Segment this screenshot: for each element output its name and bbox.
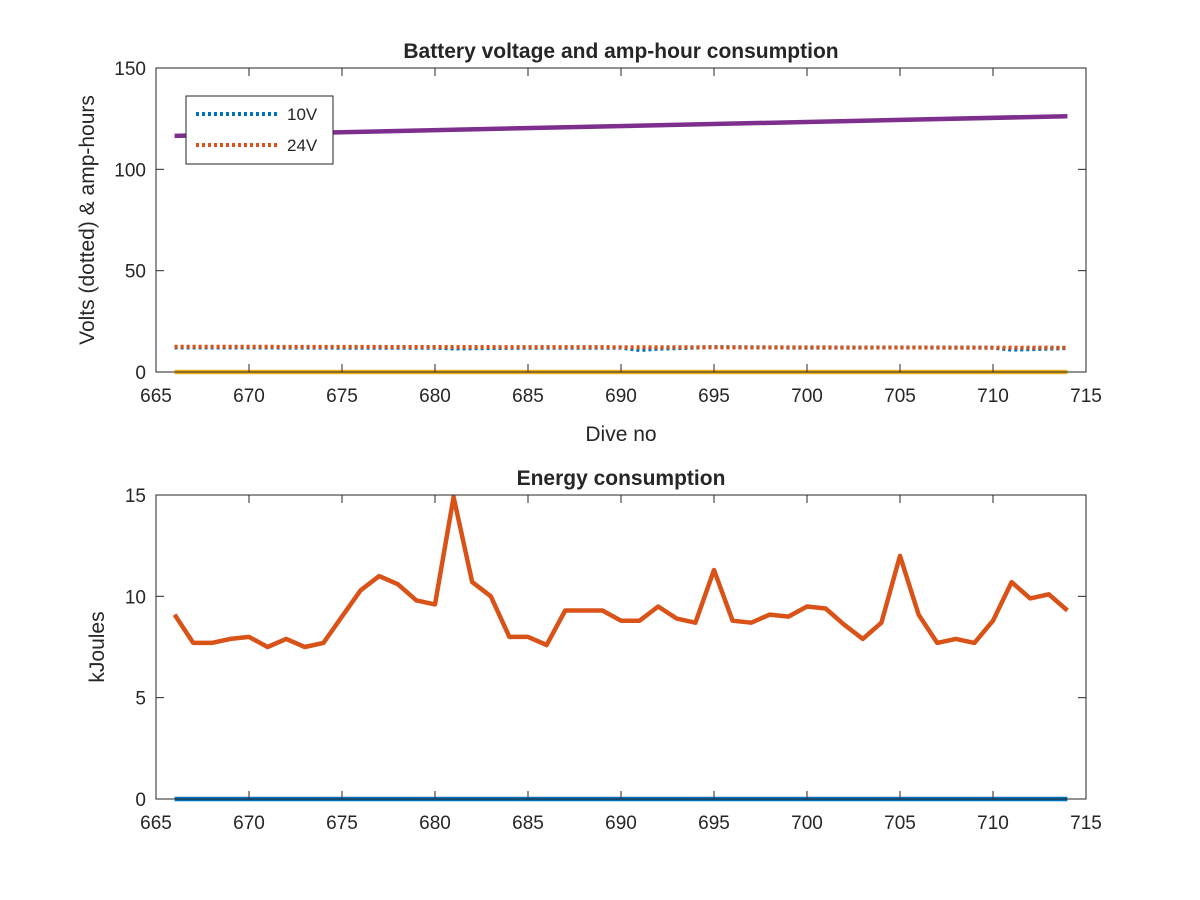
x-tick-label: 705 [884, 386, 916, 407]
y-tick-label: 5 [135, 689, 146, 710]
voltage-chart: 665 670 675 680 685 690 695 700 705 710 715 0 50 100 1… [76, 40, 1102, 446]
x-tick-label: 665 [140, 386, 172, 407]
x-tick-label: 680 [419, 386, 451, 407]
y-axis-label: Volts (dotted) & amp-hours [76, 95, 99, 345]
x-tick-label: 680 [419, 813, 451, 834]
axis-ticks: 665 670 675 680 685 690 695 700 705 710 715 0 5 10 15 [125, 486, 1102, 834]
x-tick-label: 695 [698, 386, 730, 407]
chart-title: Energy consumption [517, 467, 726, 490]
x-tick-label: 700 [791, 386, 823, 407]
y-tick-label: 10 [125, 587, 146, 608]
x-tick-label: 700 [791, 813, 823, 834]
y-tick-label: 100 [114, 160, 146, 181]
y-tick-label: 50 [125, 262, 146, 283]
x-tick-label: 710 [977, 813, 1009, 834]
x-tick-label: 705 [884, 813, 916, 834]
plot-area [156, 495, 1086, 799]
x-tick-label: 670 [233, 386, 265, 407]
legend: 10V 24V [185, 95, 334, 165]
x-axis-label: Dive no [585, 423, 656, 446]
x-tick-label: 715 [1070, 386, 1102, 407]
chart-title: Battery voltage and amp-hour consumption [403, 40, 838, 63]
x-tick-label: 685 [512, 386, 544, 407]
x-tick-label: 685 [512, 813, 544, 834]
legend-label: 10V [287, 105, 318, 124]
y-axis-label: kJoules [86, 611, 109, 682]
legend-label: 24V [287, 136, 318, 155]
legend-box [185, 95, 334, 165]
x-tick-label: 675 [326, 813, 358, 834]
y-tick-label: 0 [135, 363, 146, 384]
x-tick-label: 695 [698, 813, 730, 834]
x-tick-label: 675 [326, 386, 358, 407]
x-tick-label: 690 [605, 386, 637, 407]
y-tick-label: 15 [125, 486, 146, 507]
x-tick-label: 665 [140, 813, 172, 834]
series-line-0 [172, 494, 1069, 650]
y-tick-label: 150 [114, 59, 146, 80]
x-tick-label: 710 [977, 386, 1009, 407]
x-tick-label: 690 [605, 813, 637, 834]
series-line-1 [174, 344, 1068, 350]
x-tick-label: 670 [233, 813, 265, 834]
axis-ticks: 665 670 675 680 685 690 695 700 705 710 715 0 50 100 1… [114, 59, 1102, 407]
y-tick-label: 0 [135, 790, 146, 811]
energy-chart: 665 670 675 680 685 690 695 700 705 710 715051015 … [86, 467, 1102, 834]
x-tick-label: 715 [1070, 813, 1102, 834]
